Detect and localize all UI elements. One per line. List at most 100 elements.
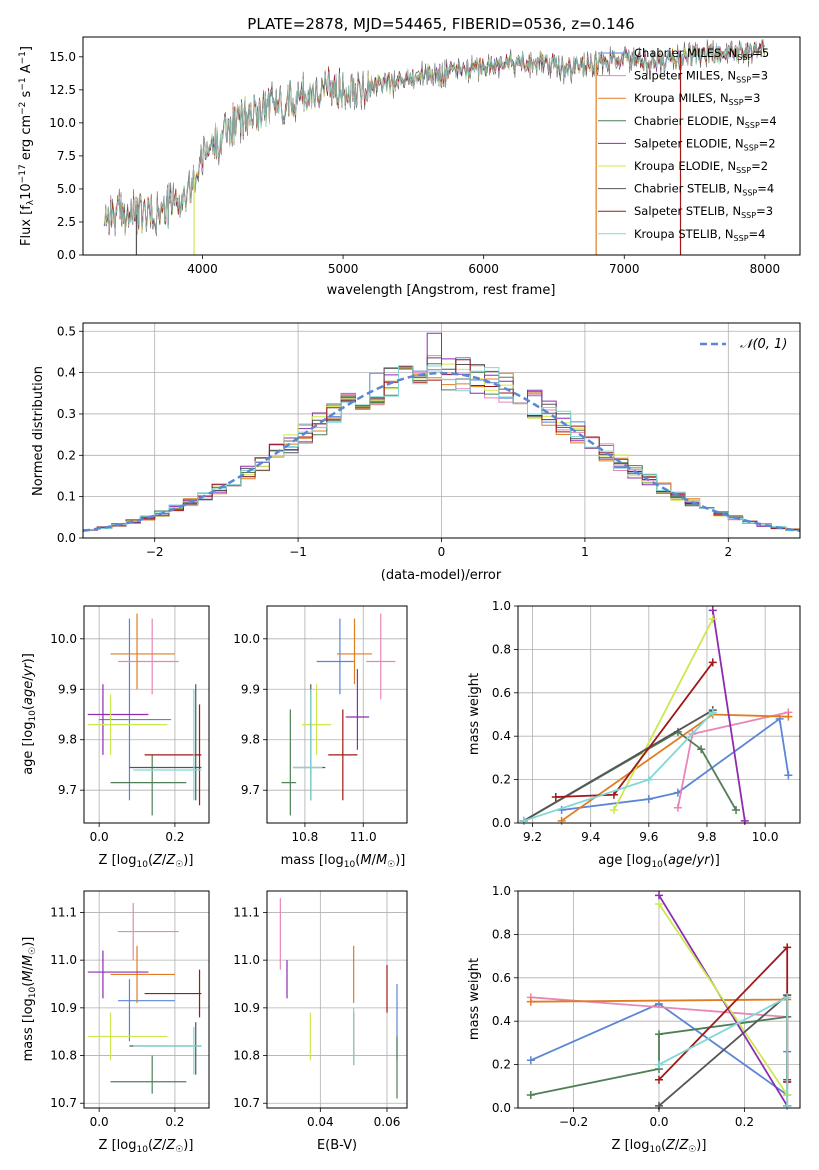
x-tick-label: 10.8 bbox=[292, 830, 319, 844]
y-tick-label: 0.8 bbox=[492, 642, 511, 656]
age-vs-mass-xlabel: mass [log10(M/M☉)] bbox=[281, 853, 406, 870]
mass-vs-ebv-xlabel: E(B-V) bbox=[317, 1138, 357, 1153]
mass-vs-Z-ylabel: mass [log10(M/M☉)] bbox=[21, 937, 38, 1062]
y-tick-label: 1.0 bbox=[492, 599, 511, 613]
age-vs-Z-xlabel: Z [log10(Z/Z☉)] bbox=[99, 853, 194, 870]
x-tick-label: 9.6 bbox=[639, 830, 658, 844]
weight-marker bbox=[740, 816, 749, 825]
y-tick-label: 10.9 bbox=[50, 1001, 77, 1015]
y-tick-label: 0.1 bbox=[57, 490, 76, 504]
weight-marker bbox=[783, 1101, 792, 1110]
mass-vs-ebv-errorbars bbox=[279, 898, 398, 1099]
y-tick-label: 9.9 bbox=[58, 682, 77, 696]
weight-line-kroupa-elodie bbox=[658, 903, 788, 1096]
age-vs-Z-frame bbox=[83, 605, 210, 824]
y-tick-label: 10.0 bbox=[233, 632, 260, 646]
y-tick-label: 0.6 bbox=[492, 971, 511, 985]
y-tick-label: 5.0 bbox=[57, 182, 76, 196]
y-tick-label: 11.0 bbox=[50, 953, 77, 967]
y-tick-label: 0.4 bbox=[57, 366, 76, 380]
spectrum-panel: PLATE=2878, MJD=54465, FIBERID=0536, z=0… bbox=[18, 15, 801, 298]
y-tick-label: 1.0 bbox=[492, 884, 511, 898]
y-tick-label: 10.0 bbox=[49, 116, 76, 130]
mass-vs-ebv-panel: 0.04 0.06 10.7 10.8 10.9 11.0 11.1 E(B-V) bbox=[233, 890, 408, 1153]
residual-legend: 𝒩(0, 1) bbox=[700, 337, 787, 352]
y-tick-label: 7.5 bbox=[57, 149, 76, 163]
y-tick-label: 0.0 bbox=[57, 531, 76, 545]
y-tick-label: 9.7 bbox=[58, 783, 77, 797]
y-tick-label: 10.8 bbox=[50, 1049, 77, 1063]
weight-marker bbox=[708, 615, 717, 624]
legend-label: Kroupa ELODIE, NSSP=2 bbox=[634, 159, 768, 175]
x-tick-label: 0.0 bbox=[90, 830, 109, 844]
weight-marker bbox=[783, 943, 792, 952]
legend-label: Chabrier MILES, NSSP=5 bbox=[634, 46, 769, 62]
age-vs-mass-frame bbox=[266, 605, 408, 824]
y-tick-label: 0.6 bbox=[492, 686, 511, 700]
x-tick-label: −2 bbox=[146, 545, 164, 559]
normal-curve bbox=[82, 371, 801, 533]
y-tick-label: 0.3 bbox=[57, 407, 76, 421]
y-tick-label: 10.8 bbox=[233, 1049, 260, 1063]
age-vs-mass-panel: 10.8 11.0 9.7 9.8 9.9 10.0 mass [log10(M/M☉)] bbox=[233, 605, 408, 870]
y-tick-label: 11.1 bbox=[50, 905, 77, 919]
x-tick-label: 10.0 bbox=[752, 830, 779, 844]
y-tick-label: 0.8 bbox=[492, 927, 511, 941]
y-tick-label: 0.4 bbox=[492, 729, 511, 743]
x-tick-label: 9.4 bbox=[581, 830, 600, 844]
age-vs-Z-errorbars bbox=[87, 613, 202, 816]
spectrum-lines bbox=[103, 39, 765, 255]
massweight-vs-Z-panel: −0.2 0.0 0.2 0.0 0.2 0.4 0.6 0.8 1.0 Z [log10(Z/… bbox=[467, 884, 801, 1155]
legend-label: Kroupa STELIB, NSSP=4 bbox=[634, 227, 765, 243]
y-tick-label: 9.9 bbox=[241, 682, 260, 696]
x-tick-label: 11.0 bbox=[350, 830, 377, 844]
weight-marker bbox=[655, 1075, 663, 1084]
weight-marker bbox=[519, 816, 528, 825]
weight-marker bbox=[708, 606, 717, 615]
massweight-vs-age-lines bbox=[519, 606, 793, 825]
y-tick-label: 11.0 bbox=[233, 953, 260, 967]
legend-label: Kroupa MILES, NSSP=3 bbox=[634, 91, 760, 107]
legend-label: Salpeter ELODIE, NSSP=2 bbox=[634, 136, 776, 152]
massweight-vs-age-frame bbox=[517, 605, 801, 824]
weight-line-salpeter-elodie bbox=[711, 610, 746, 821]
y-tick-label: 9.7 bbox=[241, 783, 260, 797]
x-tick-label: 0.04 bbox=[307, 1115, 334, 1129]
x-tick-label: 4000 bbox=[187, 262, 218, 276]
x-tick-label: 6000 bbox=[468, 262, 499, 276]
y-tick-label: 11.1 bbox=[233, 905, 260, 919]
residual-xlabel: (data-model)/error bbox=[381, 568, 502, 583]
weight-marker bbox=[551, 792, 560, 801]
spectrum-legend: Chabrier MILES, NSSP=5 Salpeter MILES, NS… bbox=[598, 46, 777, 243]
age-vs-mass-errorbars bbox=[281, 613, 396, 816]
mass-vs-Z-errorbars bbox=[87, 902, 202, 1094]
histogram-chabrier-stelib bbox=[83, 357, 800, 531]
y-tick-label: 12.5 bbox=[49, 83, 76, 97]
x-tick-label: 0.0 bbox=[90, 1115, 109, 1129]
massweight-vs-Z-xlabel: Z [log10(Z/Z☉)] bbox=[612, 1138, 707, 1155]
y-tick-label: 0.2 bbox=[492, 773, 511, 787]
x-tick-label: 7000 bbox=[609, 262, 640, 276]
legend-label: Chabrier ELODIE, NSSP=4 bbox=[634, 114, 777, 130]
x-tick-label: 1 bbox=[581, 545, 589, 559]
weight-line-chabrier-elodie bbox=[523, 730, 737, 822]
residual-panel: −2 −1 0 1 2 0.0 0.1 0.2 0.3 0.4 0.5 (data-model)/e… bbox=[31, 322, 801, 583]
weight-marker bbox=[655, 1060, 663, 1069]
y-tick-label: 2.5 bbox=[57, 215, 76, 229]
weight-marker bbox=[526, 1090, 535, 1099]
weight-marker bbox=[655, 1030, 663, 1039]
x-tick-label: 0.06 bbox=[374, 1115, 401, 1129]
mass-vs-ebv-frame bbox=[266, 890, 408, 1109]
weight-marker bbox=[783, 993, 792, 1002]
spectrum-ylabel: Flux [fλ10−17 erg cm−2 s−1 A−1] bbox=[18, 46, 36, 246]
legend-label: Salpeter STELIB, NSSP=3 bbox=[634, 204, 773, 220]
weight-marker bbox=[644, 775, 653, 784]
massweight-vs-Z-lines bbox=[526, 891, 792, 1110]
weight-line-salpeter-stelib bbox=[555, 661, 714, 798]
spectrum-xlabel: wavelength [Angstrom, rest frame] bbox=[327, 283, 556, 298]
weight-marker bbox=[673, 803, 682, 812]
massweight-vs-age-ylabel: mass weight bbox=[467, 673, 482, 755]
y-tick-label: 9.8 bbox=[241, 733, 260, 747]
weight-marker bbox=[708, 658, 717, 667]
